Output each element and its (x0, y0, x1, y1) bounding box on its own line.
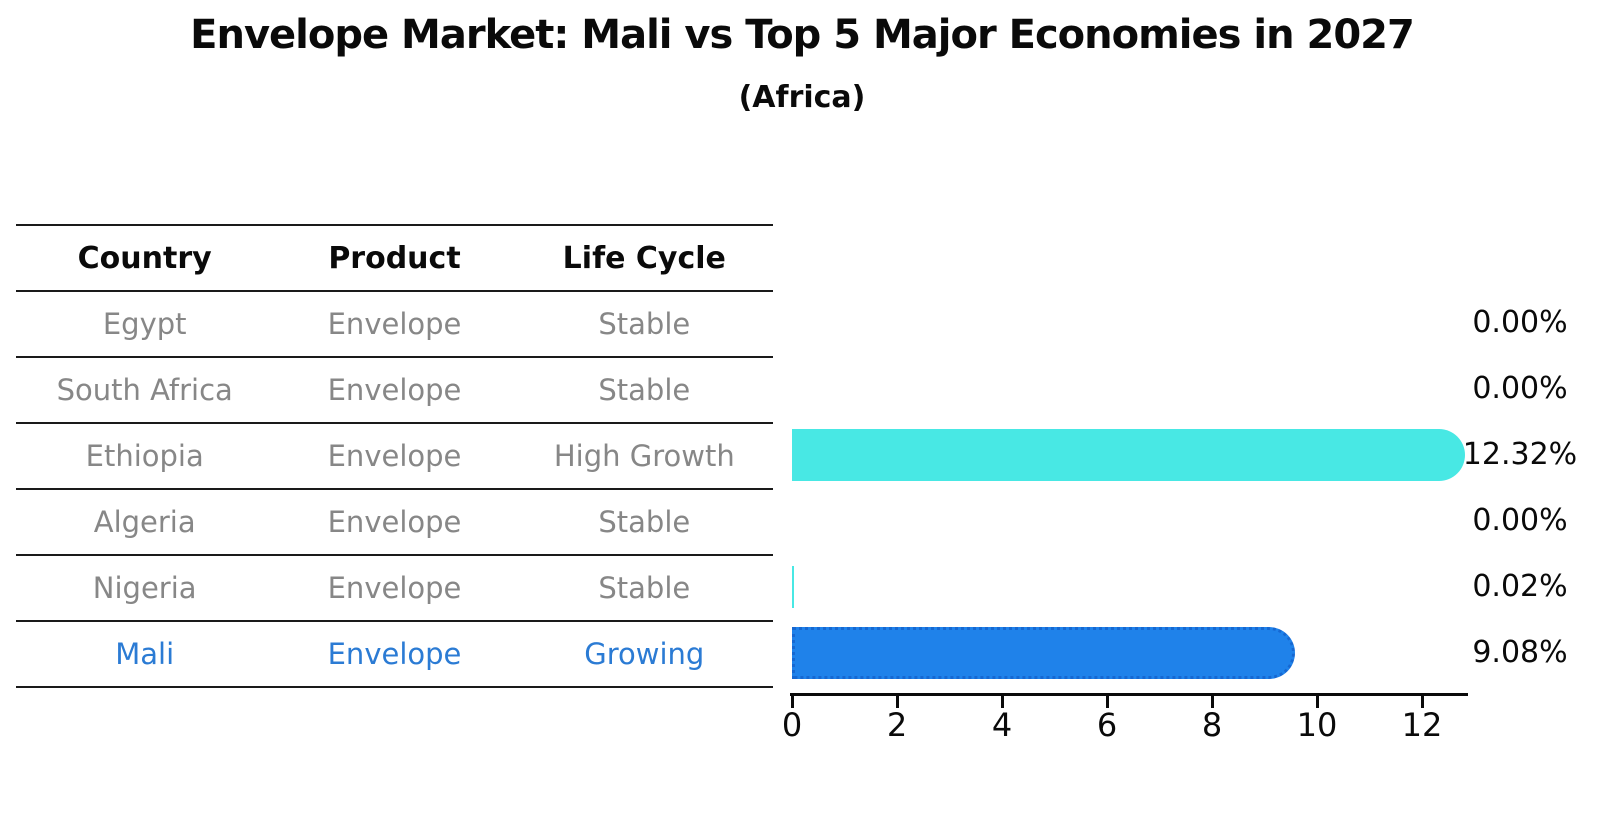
x-tick-label: 2 (886, 706, 908, 744)
chart-subtitle: (Africa) (738, 80, 866, 115)
product-cell: Envelope (327, 373, 462, 407)
x-tick-label: 6 (1096, 706, 1118, 744)
x-tick-mark (1211, 695, 1214, 708)
x-tick-mark (791, 695, 794, 708)
table-row: Mali Envelope Growing (16, 622, 773, 688)
bar-mali (792, 627, 1295, 679)
table-header-row: Country Product Life Cycle (16, 226, 773, 292)
bar-value-label: 0.00% (1472, 305, 1568, 340)
x-tick-mark (1106, 695, 1109, 708)
column-header-country: Country (77, 240, 212, 276)
product-cell: Envelope (327, 637, 462, 671)
x-tick-label: 8 (1201, 706, 1223, 744)
country-cell: Algeria (93, 505, 196, 539)
bar-ethiopia (792, 429, 1465, 481)
product-cell: Envelope (327, 571, 462, 605)
bar-value-label: 9.08% (1472, 635, 1568, 670)
table-row: South Africa Envelope Stable (16, 358, 773, 424)
life-cycle-cell: Growing (584, 637, 705, 671)
x-tick-mark (896, 695, 899, 708)
life-cycle-cell: Stable (598, 505, 691, 539)
product-cell: Envelope (327, 307, 462, 341)
product-cell: Envelope (327, 439, 462, 473)
column-header-life-cycle: Life Cycle (562, 240, 726, 276)
table-row: Ethiopia Envelope High Growth (16, 424, 773, 490)
x-tick-mark (1421, 695, 1424, 708)
product-cell: Envelope (327, 505, 462, 539)
country-info-table: Country Product Life Cycle Egypt Envelop… (16, 224, 773, 688)
x-axis-spine (790, 693, 1468, 696)
table-row: Egypt Envelope Stable (16, 292, 773, 358)
bar-nigeria (792, 566, 794, 608)
life-cycle-cell: Stable (598, 373, 691, 407)
x-tick-label: 0 (781, 706, 803, 744)
country-cell: Ethiopia (85, 439, 204, 473)
x-tick-mark (1001, 695, 1004, 708)
x-tick-mark (1316, 695, 1319, 708)
life-cycle-cell: Stable (598, 571, 691, 605)
life-cycle-cell: Stable (598, 307, 691, 341)
country-cell: Nigeria (92, 571, 197, 605)
country-cell: South Africa (56, 373, 233, 407)
country-cell: Egypt (102, 307, 187, 341)
table-row: Algeria Envelope Stable (16, 490, 773, 556)
life-cycle-cell: High Growth (553, 439, 735, 473)
chart-title: Envelope Market: Mali vs Top 5 Major Eco… (190, 12, 1415, 58)
bar-value-label: 0.00% (1472, 503, 1568, 538)
bar-value-label: 0.02% (1472, 569, 1568, 604)
country-cell: Mali (115, 637, 175, 671)
x-tick-label: 4 (991, 706, 1013, 744)
bar-value-label: 0.00% (1472, 371, 1568, 406)
bar-value-label: 12.32% (1462, 437, 1578, 472)
column-header-product: Product (328, 240, 461, 276)
x-tick-label: 10 (1296, 706, 1338, 744)
x-tick-label: 12 (1401, 706, 1443, 744)
table-row: Nigeria Envelope Stable (16, 556, 773, 622)
